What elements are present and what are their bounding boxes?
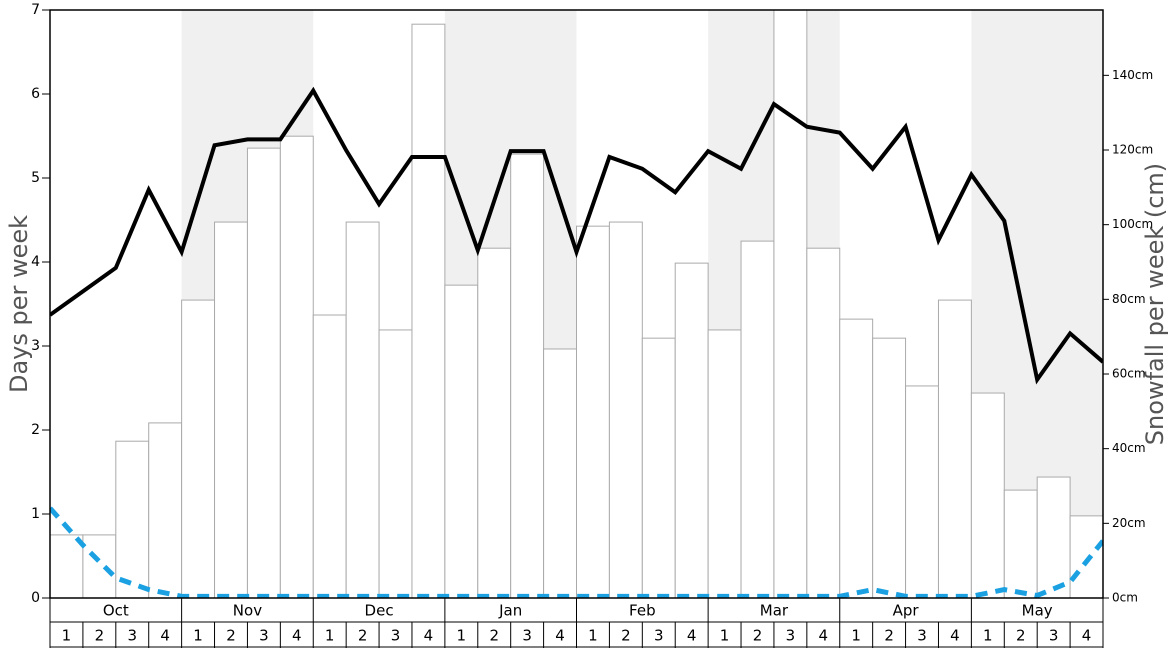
y2-tick-label: 20cm: [1112, 516, 1146, 530]
y2-tick-label: 60cm: [1112, 367, 1146, 381]
x-tick-label: 2: [226, 627, 236, 645]
x-tick-label: 3: [127, 627, 137, 645]
month-label: Feb: [629, 602, 656, 620]
bar: [1003, 489, 1038, 598]
month-label: Jan: [498, 602, 522, 620]
x-tick-label: 3: [786, 627, 796, 645]
y2-tick-label: 0cm: [1112, 591, 1138, 605]
line-layer: [50, 86, 1103, 598]
x-tick-label: 3: [259, 627, 269, 645]
month-label: Apr: [893, 602, 920, 620]
y2-tick-label: 100cm: [1112, 217, 1153, 231]
bar: [411, 23, 446, 598]
month-label: Oct: [103, 602, 129, 620]
line-series: [50, 86, 1103, 385]
bar: [148, 422, 183, 598]
x-tick-label: 4: [819, 627, 829, 645]
y-tick-label: 4: [31, 254, 40, 270]
bar: [510, 153, 545, 598]
bar: [839, 318, 874, 598]
y2-tick-label: 120cm: [1112, 143, 1153, 157]
bar: [937, 299, 972, 598]
x-tick-label: 4: [424, 627, 434, 645]
x-tick-label: 1: [983, 627, 993, 645]
bar: [641, 337, 676, 598]
bar-layer: [50, 10, 1103, 598]
bar: [905, 385, 939, 598]
month-label: Nov: [233, 602, 262, 620]
bar: [674, 262, 709, 598]
x-tick-label: 4: [292, 627, 302, 645]
bar: [806, 247, 841, 598]
bar: [444, 284, 479, 598]
x-tick-label: 2: [753, 627, 763, 645]
bar: [1036, 476, 1071, 598]
y-tick-label: 2: [31, 422, 40, 438]
y2-tick-label: 80cm: [1112, 292, 1146, 306]
x-tick-label: 1: [851, 627, 861, 645]
bar: [740, 240, 775, 598]
x-tick-label: 2: [1016, 627, 1026, 645]
bar: [312, 314, 347, 598]
y2-tick-label: 140cm: [1112, 68, 1153, 82]
bar: [50, 534, 84, 598]
y-tick-label: 5: [31, 170, 40, 186]
x-tick-label: 2: [489, 627, 499, 645]
x-tick-label: 4: [950, 627, 960, 645]
bar: [773, 10, 808, 598]
bar: [82, 534, 117, 598]
y2-tick-label: 40cm: [1112, 441, 1146, 455]
bar: [608, 221, 643, 598]
bar: [115, 440, 150, 598]
bar: [477, 247, 512, 598]
x-tick-label: 3: [917, 627, 927, 645]
bar: [707, 329, 742, 598]
x-tick-label: 3: [1049, 627, 1059, 645]
x-tick-label: 3: [654, 627, 664, 645]
y-tick-label: 7: [31, 2, 40, 18]
y2-axis-label: Snowfall per week (cm): [1141, 163, 1168, 445]
y-tick-label: 1: [31, 506, 40, 522]
bar: [345, 221, 380, 598]
month-label: Mar: [760, 602, 789, 620]
y-axis-label: Days per week: [5, 215, 33, 393]
axis-layer: 0 1 2 3 4 5 6 7 0cm 20cm 40cm 60cm 80cm 100cm 120cm 140…: [31, 2, 1153, 648]
x-tick-label: 4: [1082, 627, 1092, 645]
y-tick-label: 0: [31, 590, 40, 606]
bar: [246, 147, 281, 598]
line-series: [50, 506, 1103, 598]
bar: [378, 329, 413, 598]
x-tick-label: 4: [687, 627, 697, 645]
x-tick-label: 3: [391, 627, 401, 645]
bar: [181, 299, 216, 598]
x-tick-label: 2: [95, 627, 105, 645]
bar: [872, 337, 907, 598]
y-tick-label: 6: [31, 86, 40, 102]
month-label: Dec: [365, 602, 394, 620]
month-label: May: [1022, 602, 1053, 620]
x-tick-label: 1: [62, 627, 72, 645]
x-tick-label: 3: [522, 627, 532, 645]
y-tick-label: 3: [31, 338, 40, 354]
x-tick-label: 1: [588, 627, 598, 645]
bar: [279, 135, 314, 598]
bar: [214, 221, 248, 598]
x-tick-label: 1: [457, 627, 467, 645]
x-tick-label: 4: [160, 627, 170, 645]
x-tick-label: 1: [193, 627, 203, 645]
x-tick-label: 2: [884, 627, 894, 645]
x-tick-label: 2: [621, 627, 631, 645]
x-tick-label: 1: [720, 627, 730, 645]
x-tick-label: 2: [358, 627, 368, 645]
x-tick-label: 4: [555, 627, 565, 645]
bar: [1069, 515, 1103, 598]
x-tick-label: 1: [325, 627, 335, 645]
bar: [543, 348, 577, 598]
bar: [576, 225, 610, 598]
bar: [970, 392, 1005, 598]
